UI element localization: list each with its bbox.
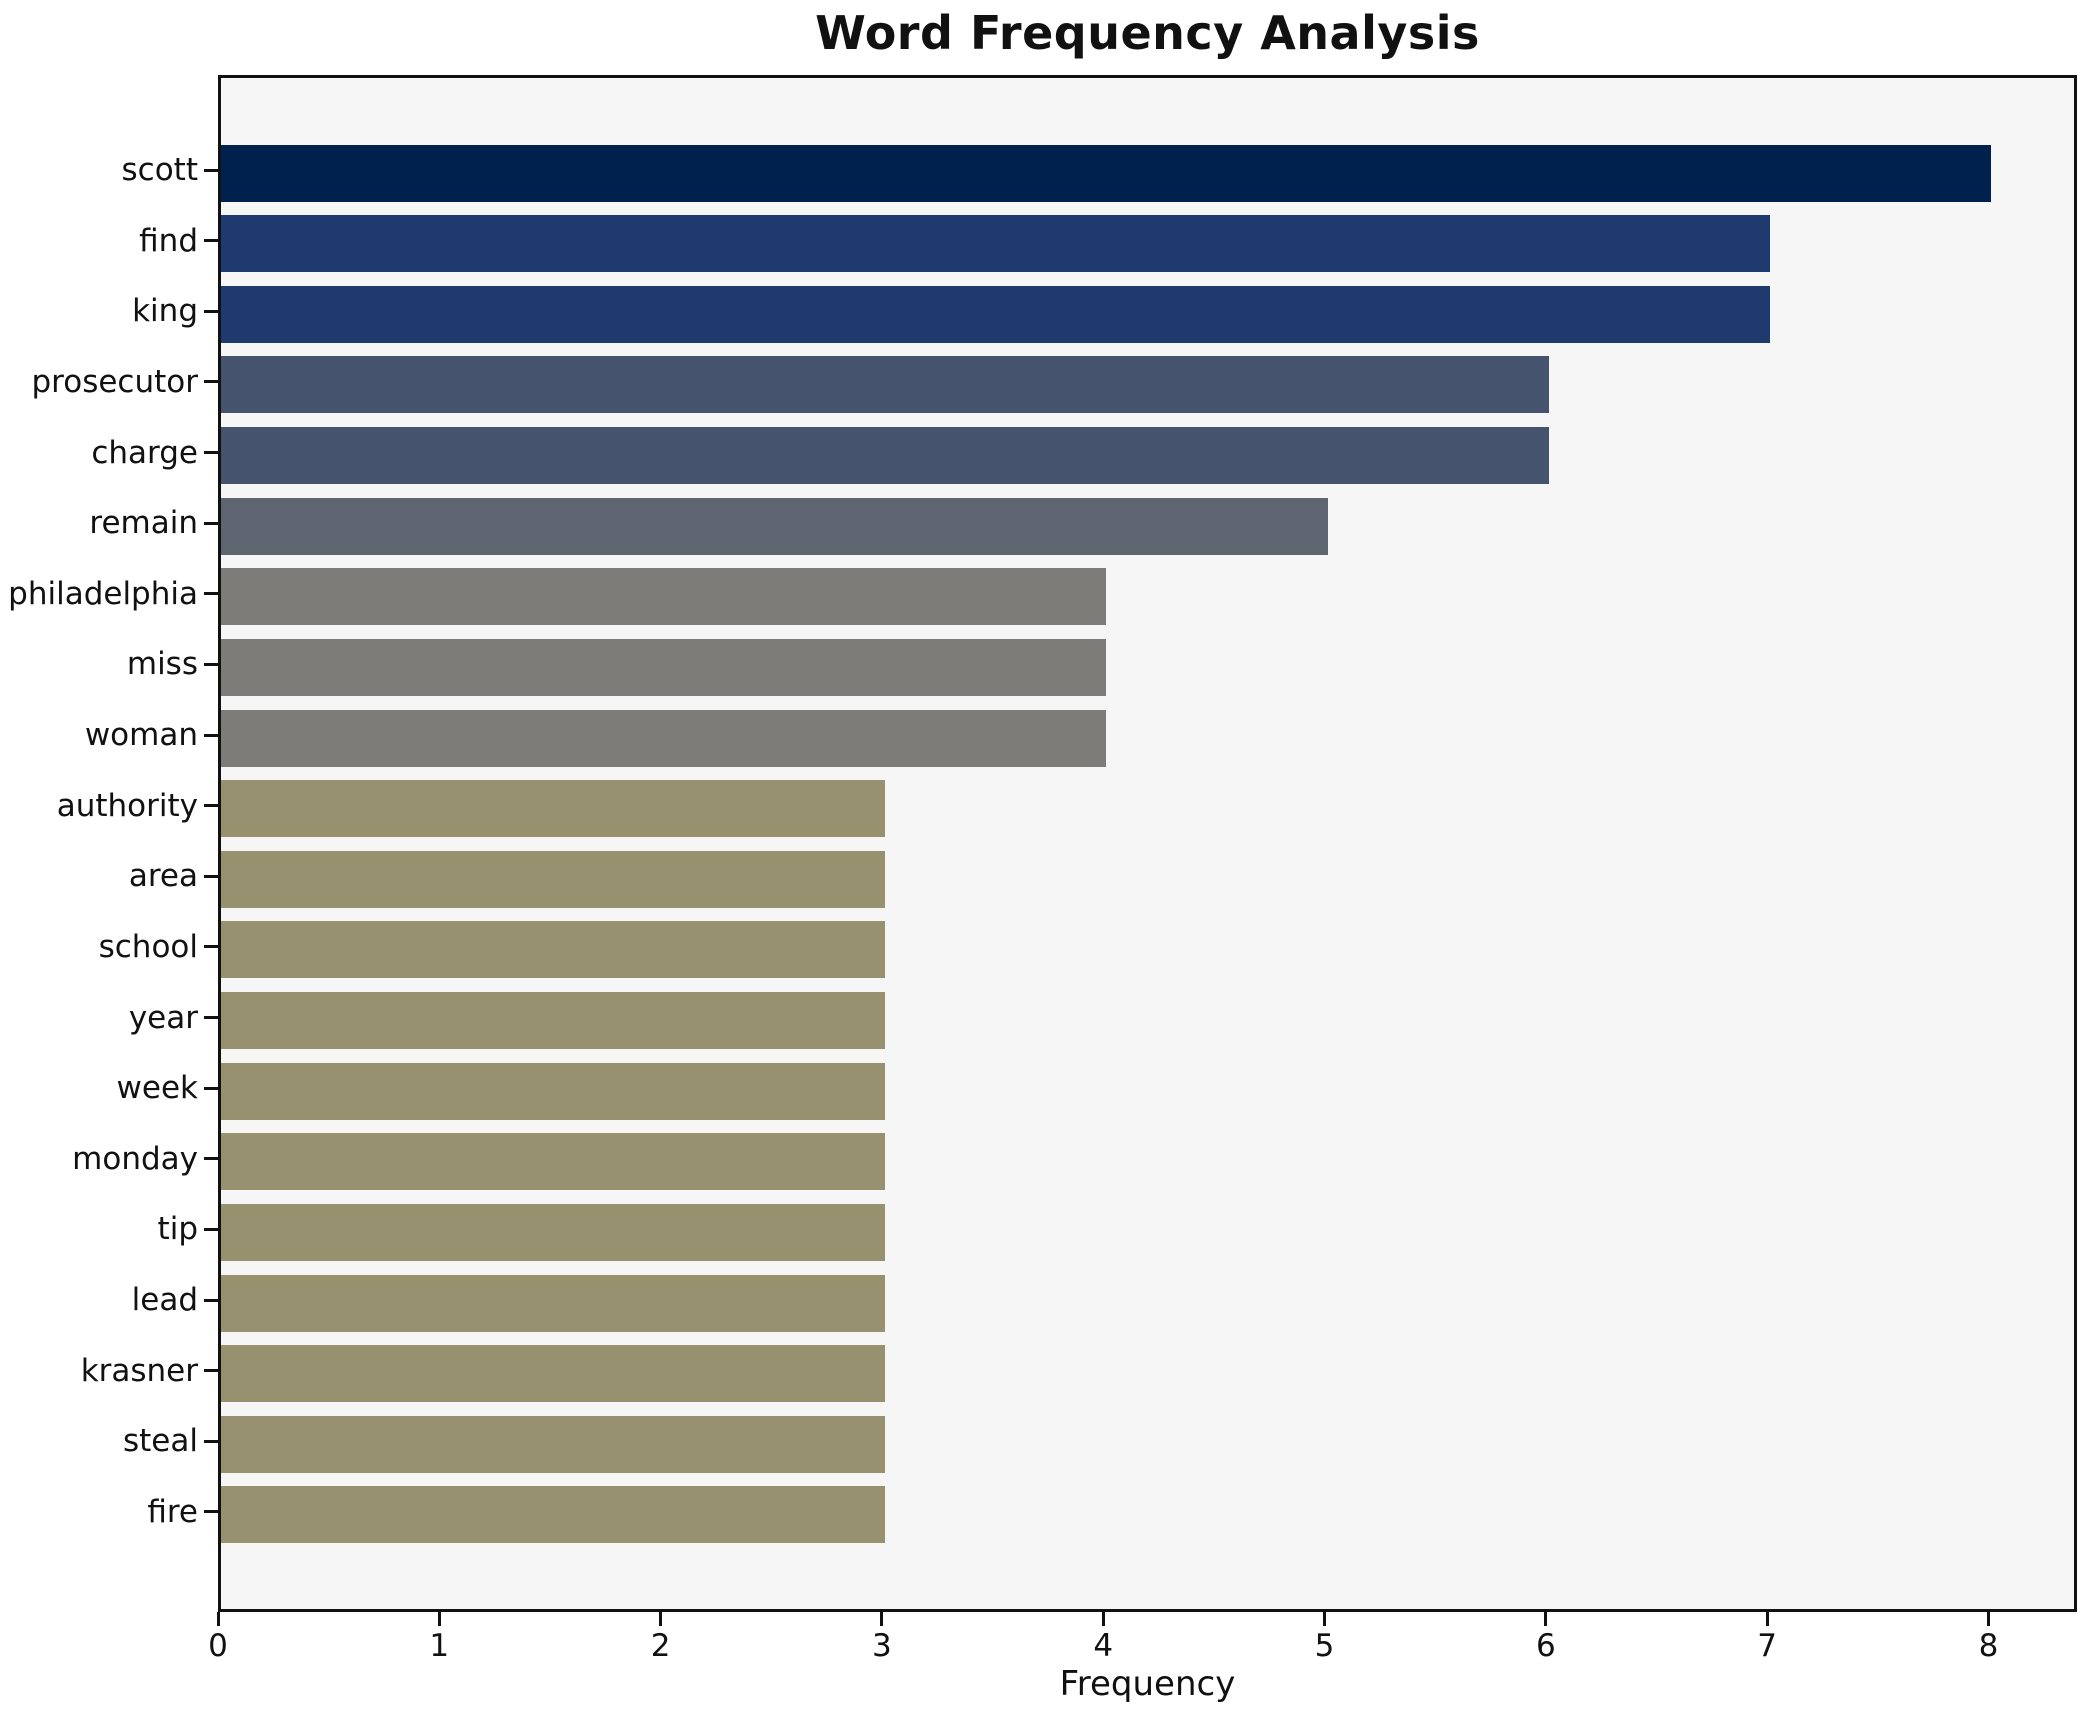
bar-lead: [221, 1274, 885, 1332]
bar-monday: [221, 1133, 885, 1191]
y-tick-mark: [204, 309, 218, 313]
plot-area: [218, 75, 2077, 1612]
bar-tip: [221, 1203, 885, 1261]
y-tick-mark: [204, 451, 218, 455]
x-tick-mark: [880, 1612, 884, 1626]
y-tick-mark: [204, 662, 218, 666]
bar-school: [221, 921, 885, 979]
y-tick-label-tip: tip: [157, 1211, 198, 1248]
y-tick-label-school: school: [98, 928, 198, 965]
y-tick-label-monday: monday: [72, 1140, 198, 1177]
y-tick-label-authority: authority: [56, 787, 198, 824]
x-tick-mark: [659, 1612, 663, 1626]
y-tick-mark: [204, 733, 218, 737]
bar-week: [221, 1062, 885, 1120]
y-tick-mark: [204, 1298, 218, 1302]
y-tick-mark: [204, 168, 218, 172]
x-tick-label-6: 6: [1535, 1628, 1556, 1664]
x-tick-label-3: 3: [872, 1628, 892, 1664]
bar-philadelphia: [221, 568, 1107, 626]
bar-scott: [221, 144, 1992, 202]
bar-charge: [221, 427, 1549, 485]
x-tick-label-2: 2: [650, 1628, 671, 1664]
y-tick-mark: [204, 380, 218, 384]
bar-authority: [221, 780, 885, 838]
y-tick-mark: [204, 804, 218, 808]
y-tick-label-prosecutor: prosecutor: [31, 363, 199, 400]
y-tick-label-week: week: [116, 1070, 198, 1107]
y-tick-mark: [204, 1157, 218, 1161]
x-tick-label-4: 4: [1093, 1628, 1114, 1664]
y-tick-label-philadelphia: philadelphia: [8, 575, 198, 612]
x-tick-mark: [1765, 1612, 1769, 1626]
bar-woman: [221, 709, 1107, 767]
x-tick-mark: [1544, 1612, 1548, 1626]
y-tick-mark: [204, 945, 218, 949]
x-tick-label-1: 1: [429, 1628, 450, 1664]
y-tick-label-steal: steal: [123, 1423, 198, 1460]
y-tick-label-king: king: [132, 293, 198, 330]
y-tick-mark: [204, 521, 218, 525]
x-tick-mark: [437, 1612, 441, 1626]
y-tick-label-charge: charge: [91, 434, 198, 471]
bar-area: [221, 850, 885, 908]
x-tick-label-0: 0: [208, 1628, 228, 1664]
y-tick-label-miss: miss: [126, 646, 198, 683]
bar-krasner: [221, 1345, 885, 1403]
bar-fire: [221, 1486, 885, 1544]
y-tick-mark: [204, 1510, 218, 1514]
y-tick-mark: [204, 1086, 218, 1090]
y-tick-label-fire: fire: [147, 1493, 198, 1530]
y-tick-label-find: find: [139, 222, 198, 259]
y-tick-label-woman: woman: [84, 717, 198, 754]
x-tick-label-5: 5: [1314, 1628, 1335, 1664]
bar-prosecutor: [221, 356, 1549, 414]
bar-steal: [221, 1415, 885, 1473]
y-tick-label-scott: scott: [121, 152, 198, 188]
bar-remain: [221, 497, 1328, 555]
y-tick-label-remain: remain: [89, 505, 198, 542]
chart-title: Word Frequency Analysis: [815, 6, 1480, 60]
bar-find: [221, 215, 1771, 273]
x-tick-mark: [1323, 1612, 1327, 1626]
y-tick-mark: [204, 1439, 218, 1443]
bar-miss: [221, 638, 1107, 696]
y-tick-mark: [204, 1369, 218, 1373]
bar-year: [221, 992, 885, 1050]
x-tick-mark: [1101, 1612, 1105, 1626]
x-axis-title: Frequency: [1059, 1664, 1236, 1704]
bar-king: [221, 285, 1771, 343]
x-tick-mark: [1986, 1612, 1990, 1626]
y-tick-label-area: area: [128, 858, 198, 895]
y-tick-mark: [204, 592, 218, 596]
y-tick-mark: [204, 1227, 218, 1231]
y-tick-label-lead: lead: [131, 1282, 198, 1319]
x-tick-label-7: 7: [1757, 1628, 1778, 1664]
y-tick-label-krasner: krasner: [80, 1352, 198, 1389]
y-tick-mark: [204, 874, 218, 878]
y-tick-mark: [204, 1016, 218, 1020]
x-tick-label-8: 8: [1978, 1628, 1999, 1664]
y-tick-mark: [204, 239, 218, 243]
x-tick-mark: [216, 1612, 220, 1626]
y-tick-label-year: year: [128, 999, 198, 1036]
